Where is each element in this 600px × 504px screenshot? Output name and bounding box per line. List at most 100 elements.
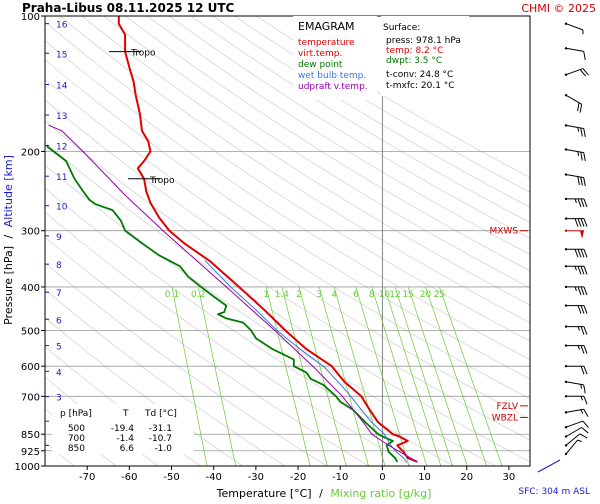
wind-barb-origin [564, 124, 568, 127]
mixing-ratio-label: 10 [379, 290, 391, 300]
wind-barb [564, 365, 588, 375]
y-tick-label: 925 [21, 447, 40, 458]
altitude-tick-label: 15 [56, 50, 67, 60]
series-point-wet-bulb [395, 451, 397, 453]
wind-barb-staff [565, 23, 584, 31]
series-point-dew-point [394, 457, 396, 459]
y-tick-label: 100 [21, 12, 40, 23]
series-point-updraft [312, 365, 314, 367]
wind-barb-full [577, 176, 580, 186]
mixing-ratio-line [281, 286, 328, 466]
series-point-temperature [343, 381, 345, 383]
series-point-wet-bulb [350, 395, 352, 397]
wind-barb-half [577, 439, 582, 443]
x-tick-label: -20 [290, 472, 306, 483]
levels-table-bg [52, 404, 194, 454]
wind-barb-full [574, 218, 579, 227]
wind-barb-staff [565, 427, 582, 437]
mixing-ratio-label: 0.2 [191, 290, 205, 300]
altitude-tick-label: 5 [56, 343, 62, 353]
y-tick-label: 1000 [15, 462, 40, 473]
series-point-updraft [196, 260, 198, 262]
legend-title: EMAGRAM [298, 20, 355, 33]
series-line-temperature [117, 16, 418, 463]
wind-barb-origin [564, 197, 568, 201]
wind-barb-origin [564, 229, 568, 232]
wind-barb-full [574, 249, 579, 258]
wind-barb-full [581, 427, 589, 434]
series-point-temperature [407, 440, 409, 442]
series-point-dew-point [388, 451, 390, 453]
wind-barb-full [579, 104, 583, 113]
series-point-updraft [225, 286, 227, 288]
wind-barb-half [574, 286, 577, 292]
altitude-tick-label: 9 [56, 233, 62, 243]
mixing-ratio-label: 15 [402, 290, 413, 300]
wind-barb-full [580, 305, 585, 314]
series-point-dew-point [310, 378, 312, 380]
surface-temp: temp: 8.2 °C [386, 46, 443, 56]
dry-adiabat [190, 16, 530, 223]
surface-info-bg [381, 16, 469, 96]
mixing-ratio-label: 2 [296, 290, 302, 300]
mixing-ratio-line [425, 286, 487, 466]
series-point-wet-bulb [204, 260, 206, 262]
series-point-temperature [133, 81, 135, 83]
series-point-wet-bulb [360, 409, 362, 411]
wind-barb-full [580, 198, 585, 208]
wind-barb [564, 93, 583, 113]
plot-frame [44, 15, 531, 467]
series-point-updraft [416, 461, 418, 463]
surface-title: Surface: [383, 23, 420, 33]
dry-adiabat [81, 16, 530, 306]
wind-barb-half [580, 396, 583, 401]
mixing-ratio-line [333, 286, 386, 466]
series-point-wet-bulb [337, 381, 339, 383]
levels-table: p [hPa] T Td [°C] 500 -19.4 -31.1 700 -1… [52, 404, 194, 454]
wind-barb-origin [564, 435, 568, 438]
wind-barb [564, 68, 589, 77]
series-point-dew-point [339, 401, 341, 403]
y-axis-label-pressure: Pressure [hPa] [2, 246, 15, 325]
wind-barb-full [577, 286, 582, 296]
wind-barb-half [574, 198, 577, 204]
series-point-updraft [371, 433, 373, 435]
wind-barb-full [577, 102, 580, 112]
table-header-p: p [hPa] [60, 409, 92, 419]
wind-barb-full [583, 286, 588, 296]
table-header-td: Td [°C] [144, 409, 177, 419]
altitude-tick-label: 8 [56, 261, 62, 271]
header-title: Praha-Libus 08.11.2025 12 UTC [22, 1, 235, 15]
wind-barb [564, 173, 586, 187]
wind-barb-full [583, 409, 589, 417]
mixing-ratio-label: 8 [369, 290, 375, 300]
dry-adiabat [212, 16, 530, 208]
tropopause-label: Tropo [149, 176, 175, 186]
wind-barb-origin [564, 47, 568, 50]
x-tick-label: 30 [503, 472, 516, 483]
x-tick-label: 20 [460, 472, 473, 483]
wind-barb-half [577, 326, 580, 331]
dry-adiabat [45, 40, 530, 361]
mixing-ratio-line [197, 286, 237, 466]
x-axis-label-temp: Temperature [°C] [216, 487, 312, 500]
wind-barb [564, 427, 589, 438]
table-cell-p-700: 700 [68, 434, 85, 444]
wind-barb-full [583, 266, 588, 275]
y-tick-label: 600 [21, 362, 40, 373]
series-point-dew-point [213, 295, 215, 298]
mixing-ratio-label: 1.4 [275, 290, 290, 300]
series-point-dew-point [200, 286, 202, 288]
wind-barb-origin [564, 411, 568, 414]
wind-barb [564, 47, 586, 60]
table-header-t: T [122, 409, 129, 419]
dry-adiabat [168, 16, 530, 239]
dry-adiabat [45, 262, 328, 466]
surface-tmxfc: t-mxfc: 20.1 °C [386, 81, 455, 91]
mixing-ratio-line [371, 286, 428, 466]
legend-item-temperature: temperature [298, 38, 355, 48]
series-point-temperature [143, 160, 145, 162]
dry-adiabat [59, 16, 530, 324]
wind-barb-full [577, 249, 582, 258]
series-point-dew-point [187, 276, 189, 278]
